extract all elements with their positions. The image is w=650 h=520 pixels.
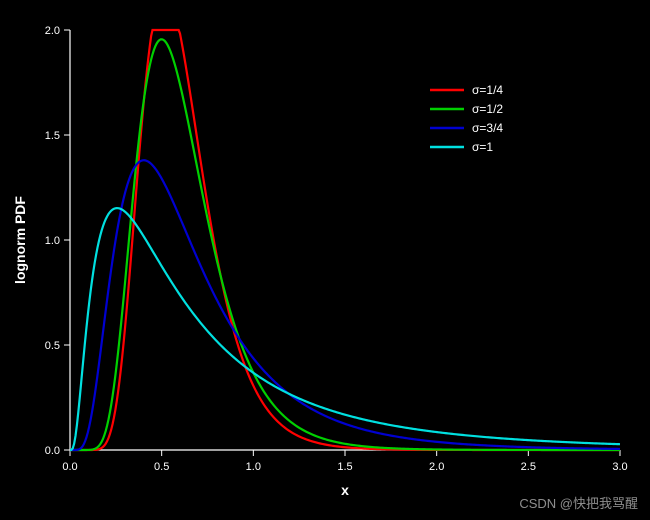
- series-sigma-1-2: [70, 39, 620, 450]
- x-tick-label: 0.0: [62, 461, 77, 473]
- y-axis-label: lognorm PDF: [12, 196, 28, 284]
- x-axis-label: x: [341, 482, 349, 498]
- y-tick-label: 1.5: [45, 130, 60, 142]
- lognorm-pdf-chart: 0.0 0.5 1.0 1.5 2.0 2.5 3.0 0.0 0.5 1.0 1.5 2.0 x log…: [0, 0, 650, 520]
- x-tick-label: 3.0: [612, 461, 627, 473]
- legend-label: σ=1/2: [472, 102, 503, 116]
- series-sigma-3-4: [70, 160, 620, 450]
- y-tick-label: 2.0: [45, 25, 60, 37]
- x-tick-label: 2.5: [521, 461, 536, 473]
- x-tick-label: 1.0: [246, 461, 261, 473]
- legend-label: σ=1: [472, 140, 493, 154]
- chart-container: 0.0 0.5 1.0 1.5 2.0 2.5 3.0 0.0 0.5 1.0 1.5 2.0 x log…: [0, 0, 650, 520]
- y-tick-label: 0.5: [45, 340, 60, 352]
- y-tick-label: 0.0: [45, 445, 60, 457]
- series-sigma-1: [70, 208, 620, 450]
- x-tick-label: 0.5: [154, 461, 169, 473]
- series-sigma-1-4: [70, 30, 620, 450]
- x-tick-label: 2.0: [429, 461, 444, 473]
- y-tick-label: 1.0: [45, 235, 60, 247]
- legend-label: σ=1/4: [472, 83, 503, 97]
- legend-label: σ=3/4: [472, 121, 503, 135]
- x-tick-label: 1.5: [337, 461, 352, 473]
